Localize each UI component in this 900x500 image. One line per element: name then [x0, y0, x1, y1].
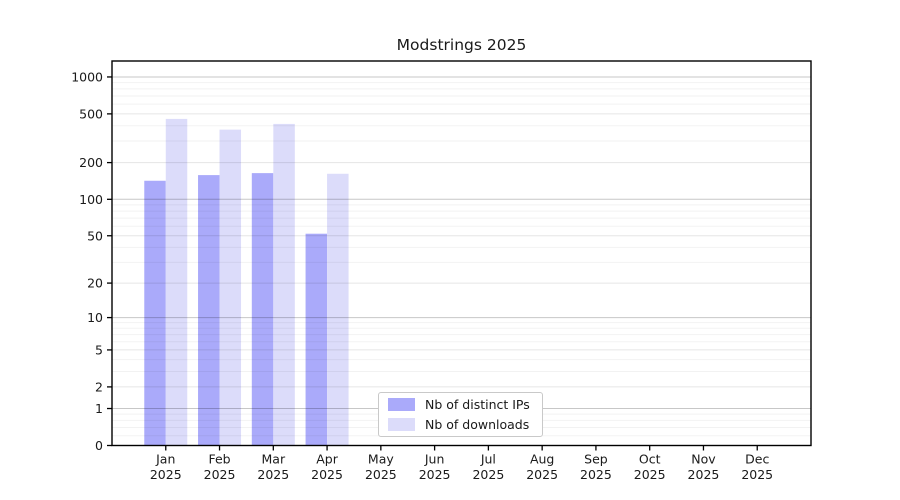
bar-downloads-apr	[327, 173, 349, 446]
x-tick-label: May 2025	[365, 452, 397, 483]
x-tick-label: Jun 2025	[419, 452, 451, 483]
bar-downloads-feb	[219, 129, 242, 446]
y-tick-label: 50	[87, 228, 103, 243]
legend-label-distinct-ips: Nb of distinct IPs	[425, 397, 530, 413]
x-tick-label: Jul 2025	[472, 452, 504, 483]
bar-distinct-ips-jan	[144, 180, 166, 446]
bar-downloads-jan	[165, 118, 188, 446]
legend: Nb of distinct IPs Nb of downloads	[378, 392, 543, 437]
x-tick-label: Jan 2025	[150, 452, 182, 483]
x-tick-label: Oct 2025	[634, 452, 666, 483]
bar-distinct-ips-mar	[251, 173, 274, 446]
x-tick-label: Aug 2025	[526, 452, 558, 483]
y-tick-label: 5	[95, 342, 103, 357]
x-tick-label: Feb 2025	[204, 452, 236, 483]
x-tick-label: Dec 2025	[741, 452, 773, 483]
bar-distinct-ips-feb	[198, 175, 220, 446]
x-tick-label: Nov 2025	[688, 452, 720, 483]
bar-downloads-mar	[273, 123, 295, 446]
y-tick-label: 0	[95, 438, 103, 453]
y-tick-label: 500	[79, 106, 103, 121]
plot-border	[111, 60, 812, 447]
bar-distinct-ips-apr	[305, 233, 328, 446]
legend-item-distinct-ips: Nb of distinct IPs	[388, 397, 542, 412]
y-tick-label: 10	[87, 310, 103, 325]
y-tick-label: 20	[87, 276, 103, 291]
x-tick-label: Mar 2025	[257, 452, 289, 483]
legend-swatch-downloads-icon	[388, 417, 415, 431]
y-tick-label: 200	[79, 155, 103, 170]
chart-title: Modstrings 2025	[396, 36, 527, 54]
legend-swatch-distinct-ips-icon	[388, 398, 415, 412]
y-tick-label: 1000	[71, 69, 103, 84]
y-tick-label: 1	[95, 401, 103, 416]
x-tick-label: Sep 2025	[580, 452, 612, 483]
y-tick-label: 100	[79, 192, 103, 207]
legend-item-downloads: Nb of downloads	[388, 417, 542, 432]
legend-label-downloads: Nb of downloads	[425, 416, 530, 432]
x-tick-label: Apr 2025	[311, 452, 343, 483]
y-tick-label: 2	[95, 379, 103, 394]
